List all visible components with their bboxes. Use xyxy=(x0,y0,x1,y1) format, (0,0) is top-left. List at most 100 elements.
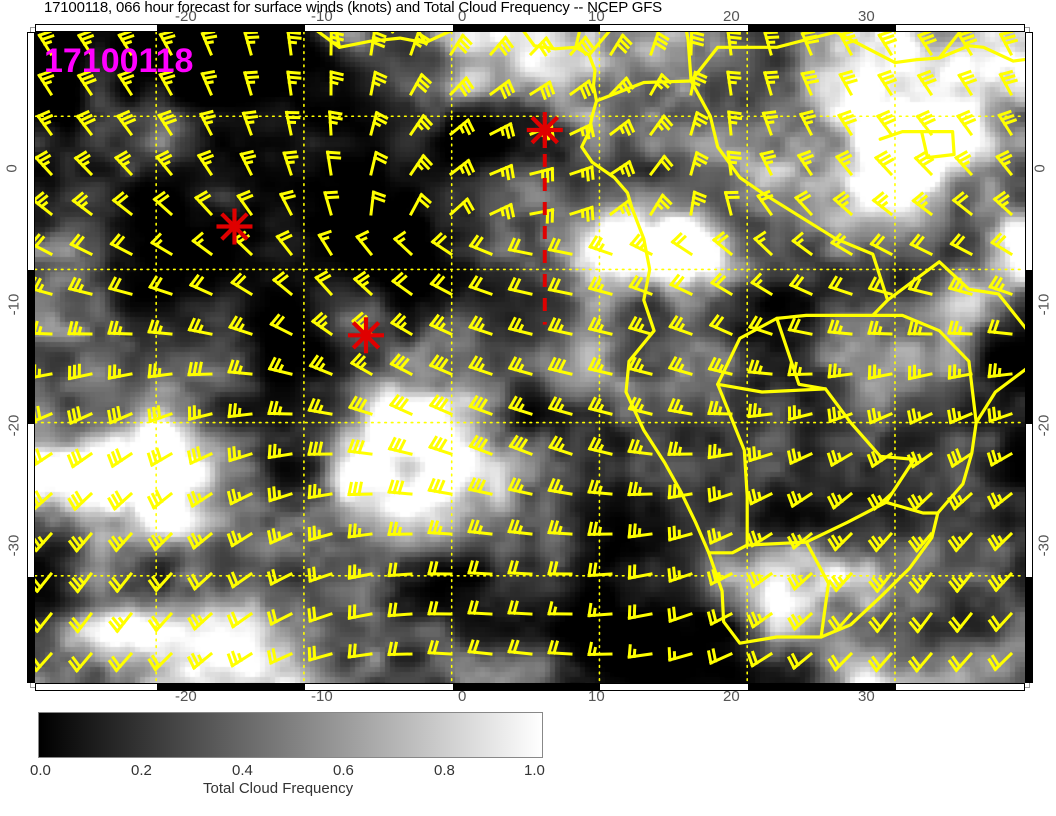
wind-barb xyxy=(267,443,293,460)
wind-barb xyxy=(198,109,217,137)
wind-barb xyxy=(67,320,93,336)
wind-barb xyxy=(649,32,670,56)
wind-barb xyxy=(689,110,709,136)
wind-barb xyxy=(428,435,453,456)
wind-barb xyxy=(488,78,516,100)
wind-barb xyxy=(35,150,54,177)
wind-barb xyxy=(267,400,293,416)
wind-barb xyxy=(467,600,493,616)
wind-barb xyxy=(227,359,253,376)
wind-barb xyxy=(328,110,343,136)
wind-barb xyxy=(627,315,653,336)
axis-band-right xyxy=(1025,32,1033,683)
wind-barb-layer xyxy=(35,32,1019,673)
wind-barb xyxy=(908,611,934,634)
wind-barb xyxy=(667,355,693,376)
wind-barb xyxy=(667,483,693,500)
wind-barb xyxy=(226,571,254,589)
wind-barb xyxy=(759,149,777,177)
coastline-path-0 xyxy=(316,32,1025,645)
wind-barb xyxy=(427,477,453,496)
wind-barb xyxy=(347,481,373,497)
wind-barb xyxy=(587,356,613,376)
wind-barb xyxy=(667,606,693,623)
wind-barb xyxy=(152,190,174,217)
wind-barb xyxy=(907,531,934,553)
wind-barb xyxy=(786,490,814,509)
wind-barb xyxy=(369,110,389,136)
wind-barb xyxy=(907,364,933,381)
wind-barb xyxy=(763,32,780,56)
wind-barb xyxy=(787,571,814,591)
wind-barb xyxy=(913,150,935,177)
wind-barb xyxy=(667,441,693,457)
wind-barb xyxy=(76,69,97,97)
wind-barb xyxy=(867,407,893,425)
wind-barb xyxy=(115,109,137,137)
xaxis-top-tick-1: -10 xyxy=(311,8,333,25)
wind-barb xyxy=(467,519,493,536)
wind-barb xyxy=(267,486,293,503)
wind-barb xyxy=(761,110,779,136)
wind-barb xyxy=(117,69,135,97)
wind-barb xyxy=(106,448,134,469)
wind-barb xyxy=(947,651,974,673)
wind-barb xyxy=(113,150,134,177)
wind-barb xyxy=(608,33,633,57)
wind-barb xyxy=(191,231,214,257)
wind-barb xyxy=(949,233,974,257)
wind-barb xyxy=(916,69,937,97)
wind-barb xyxy=(689,190,707,216)
wind-barb xyxy=(186,490,214,509)
coastline-path-24 xyxy=(707,382,749,555)
wind-barb xyxy=(867,276,893,296)
wind-barb xyxy=(711,231,734,257)
wind-barb xyxy=(230,272,254,297)
wind-barb xyxy=(187,317,213,336)
wind-barb xyxy=(752,230,774,257)
wind-barb xyxy=(947,407,973,425)
wind-barb xyxy=(988,275,1013,296)
wind-barb xyxy=(587,521,613,537)
wind-barb xyxy=(726,150,742,176)
wind-barb xyxy=(467,477,493,496)
wind-barb xyxy=(547,519,573,536)
wind-barb xyxy=(347,438,373,456)
wind-barb xyxy=(243,32,260,56)
wind-barb xyxy=(547,560,573,576)
wind-barb xyxy=(787,405,813,422)
coastline-path-26 xyxy=(884,500,940,515)
wind-barb xyxy=(158,69,176,97)
wind-barb xyxy=(987,531,1014,552)
map-panel xyxy=(35,32,1025,683)
wind-barb xyxy=(66,406,93,425)
wind-barb xyxy=(232,230,254,257)
wind-barb xyxy=(986,491,1014,510)
axis-band-bottom xyxy=(35,683,1025,691)
wind-barb xyxy=(709,272,734,297)
wind-barb xyxy=(998,69,1018,97)
wind-barb xyxy=(228,315,253,336)
wind-barb xyxy=(35,364,53,380)
wind-barb xyxy=(707,443,733,460)
wind-barb xyxy=(667,525,693,542)
wind-barb xyxy=(352,270,374,297)
wind-barb xyxy=(286,70,302,96)
wind-barb xyxy=(826,491,854,510)
colorbar-title: Total Cloud Frequency xyxy=(203,780,354,797)
wind-barb xyxy=(408,153,434,177)
wind-barb xyxy=(387,521,413,537)
wind-barb xyxy=(468,434,493,456)
axis-band-top xyxy=(35,24,1025,32)
wind-barb xyxy=(329,70,344,96)
wind-barb xyxy=(200,32,218,56)
wind-barb xyxy=(587,276,613,296)
wind-barb xyxy=(990,232,1014,257)
wind-barb xyxy=(147,571,174,593)
wind-barb xyxy=(146,447,174,468)
wind-barb xyxy=(275,229,294,257)
wind-barb xyxy=(35,109,54,137)
wind-barb xyxy=(35,571,54,594)
coastline-path-29 xyxy=(937,32,962,60)
wind-barb xyxy=(867,651,894,673)
